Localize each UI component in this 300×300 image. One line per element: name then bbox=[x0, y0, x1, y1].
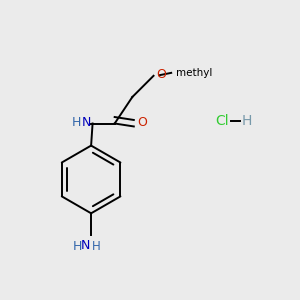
Text: H: H bbox=[242, 114, 252, 128]
Text: N: N bbox=[81, 116, 91, 128]
Text: Cl: Cl bbox=[215, 114, 228, 128]
Text: H: H bbox=[92, 239, 101, 253]
Text: O: O bbox=[156, 68, 166, 81]
Text: H: H bbox=[72, 116, 81, 128]
Text: H: H bbox=[72, 239, 82, 253]
Text: methyl: methyl bbox=[176, 68, 212, 78]
Text: N: N bbox=[81, 239, 91, 252]
Text: O: O bbox=[137, 116, 147, 129]
